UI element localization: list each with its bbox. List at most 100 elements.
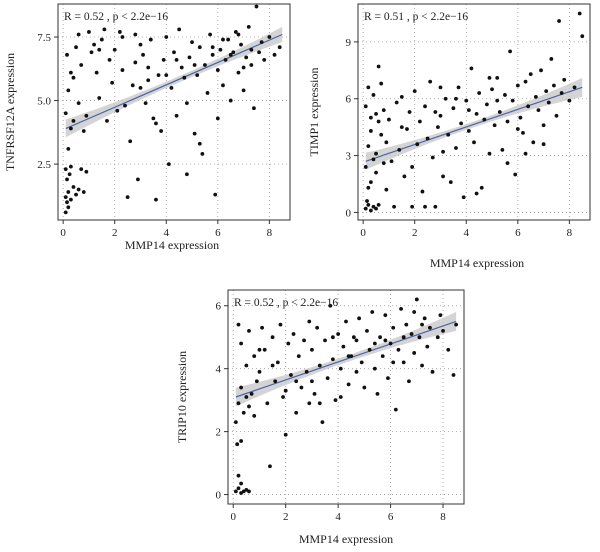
data-point xyxy=(130,83,135,88)
data-point xyxy=(428,325,432,330)
data-point xyxy=(341,344,346,349)
data-point xyxy=(443,96,448,101)
data-point xyxy=(477,91,482,95)
scatter-panel-timp1: 0 2 4 6 8 0 3 6 9 R = 0.51 , p < 2.2e−16 MMP14 … xyxy=(307,3,591,270)
data-point xyxy=(396,347,401,352)
data-point xyxy=(366,144,371,149)
data-point xyxy=(461,195,466,200)
data-point xyxy=(71,185,76,189)
data-point xyxy=(239,42,243,47)
data-point xyxy=(74,45,78,50)
data-point xyxy=(549,57,554,61)
data-point xyxy=(275,360,280,365)
data-point xyxy=(376,64,381,69)
data-point xyxy=(505,161,510,166)
data-point xyxy=(420,322,424,327)
data-point xyxy=(401,360,406,365)
data-point xyxy=(378,335,382,340)
data-point xyxy=(433,110,438,114)
data-point xyxy=(521,130,525,135)
plot-frame xyxy=(57,3,291,221)
data-point xyxy=(523,79,528,84)
data-point xyxy=(236,322,241,327)
data-point xyxy=(330,357,335,362)
data-point xyxy=(74,192,78,197)
data-point xyxy=(239,385,244,390)
data-point xyxy=(218,47,223,52)
data-point xyxy=(244,55,249,60)
data-point xyxy=(286,341,291,346)
regression-line xyxy=(65,33,283,130)
data-point xyxy=(374,170,378,175)
data-point xyxy=(420,363,424,368)
data-point xyxy=(190,40,194,45)
data-point xyxy=(76,32,81,37)
data-point xyxy=(294,410,299,415)
data-point xyxy=(456,85,461,90)
data-point xyxy=(423,104,427,109)
data-point xyxy=(239,439,244,443)
data-point xyxy=(87,30,91,34)
data-point xyxy=(320,420,325,425)
data-point xyxy=(338,395,343,399)
x-tick-label: 8 xyxy=(567,227,573,239)
data-point xyxy=(302,338,306,343)
data-point xyxy=(466,108,471,113)
x-tick-label: 6 xyxy=(215,227,221,239)
data-point xyxy=(479,185,484,190)
data-point xyxy=(259,40,264,45)
x-axis-ticks: 0 2 4 6 8 xyxy=(60,220,273,239)
data-point xyxy=(267,35,272,39)
data-point xyxy=(236,32,241,37)
data-point xyxy=(215,116,220,121)
data-point xyxy=(195,73,200,78)
plot-frame xyxy=(357,3,591,221)
data-point xyxy=(366,202,371,207)
data-point xyxy=(102,27,107,32)
data-point xyxy=(562,77,567,82)
y-tick-label: 3 xyxy=(346,151,352,163)
data-point xyxy=(374,111,378,116)
data-point xyxy=(412,310,417,314)
data-point xyxy=(523,151,528,156)
data-point xyxy=(71,75,76,80)
data-point xyxy=(438,113,443,118)
data-point xyxy=(312,391,317,396)
data-point xyxy=(71,118,76,123)
data-point xyxy=(407,110,412,114)
data-point xyxy=(383,338,388,343)
data-point xyxy=(544,89,549,94)
data-point xyxy=(65,200,69,205)
y-axis-label: TNFRSF12A expression xyxy=(3,53,17,171)
data-point xyxy=(228,98,233,103)
data-point xyxy=(63,111,68,116)
data-point xyxy=(375,391,380,396)
data-point xyxy=(233,420,238,425)
data-point xyxy=(210,45,215,50)
data-point xyxy=(76,187,81,192)
data-point xyxy=(441,149,445,154)
y-tick-label: 6 xyxy=(216,301,222,313)
data-point xyxy=(215,68,220,72)
data-point xyxy=(407,379,411,384)
data-point xyxy=(138,85,143,90)
regression-line xyxy=(235,320,457,398)
data-point xyxy=(515,83,520,88)
data-point xyxy=(368,180,373,185)
data-point xyxy=(423,204,427,209)
data-point xyxy=(221,83,225,88)
data-point xyxy=(368,115,373,120)
data-point xyxy=(115,108,120,113)
data-point xyxy=(412,89,417,94)
data-point xyxy=(397,147,402,152)
x-tick-label: 6 xyxy=(388,511,394,523)
data-point xyxy=(510,98,515,103)
data-point xyxy=(97,96,102,100)
data-point xyxy=(68,197,73,202)
data-point xyxy=(197,141,202,146)
plot-frame xyxy=(227,289,465,505)
data-point xyxy=(76,101,81,106)
x-tick-label: 4 xyxy=(464,227,470,239)
data-point xyxy=(289,373,293,377)
data-point xyxy=(346,354,351,358)
